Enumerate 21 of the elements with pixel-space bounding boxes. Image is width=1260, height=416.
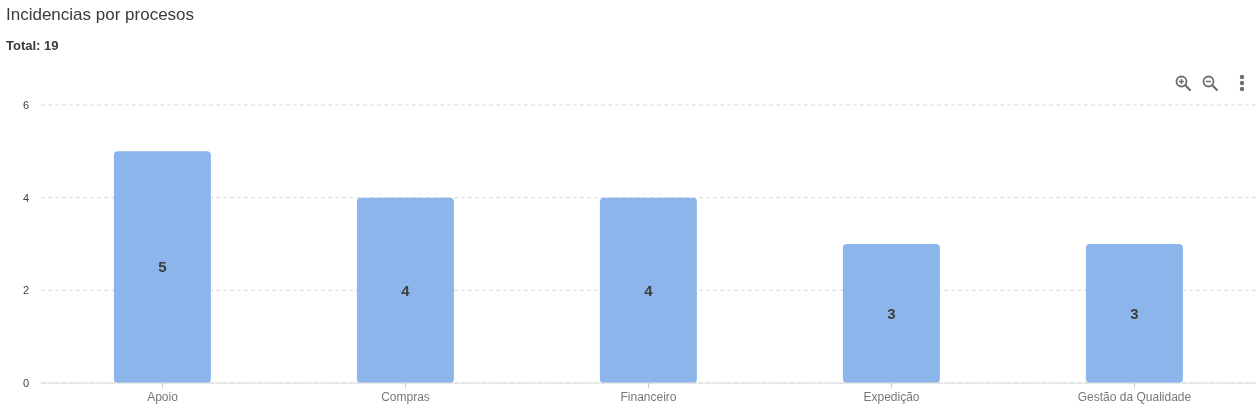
data-label: 4 [644,281,654,299]
data-label: 4 [401,281,411,299]
bar [842,244,940,383]
chart-title: Incidencias por procesos [6,5,195,25]
bar [1085,244,1183,383]
x-tick-label: Expedição [863,389,920,404]
y-tick-label: 4 [22,191,29,204]
bar [113,151,211,383]
bar [599,197,697,383]
data-label: 5 [158,258,167,276]
chart-subtitle: Total: 19 [6,38,59,53]
bar [356,197,454,383]
y-tick-label: 6 [22,98,29,111]
data-label: 3 [1130,304,1139,322]
y-tick-label: 2 [22,284,29,297]
data-label: 3 [887,304,896,322]
x-tick-label: Compras [381,389,430,404]
x-tick-label: Apoio [147,389,179,404]
x-tick-label: Gestão da Qualidade [1077,389,1192,404]
y-tick-label: 0 [22,376,29,389]
x-tick-label: Financeiro [620,389,677,404]
